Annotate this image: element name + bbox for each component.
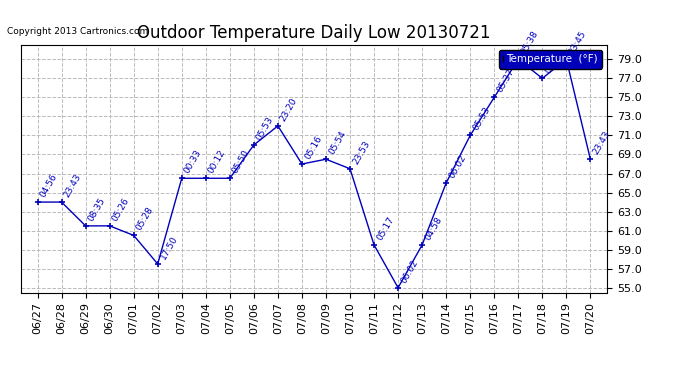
Text: 05:38: 05:38 [519,29,540,56]
Text: 05:50: 05:50 [230,148,251,175]
Text: 05:53: 05:53 [471,105,492,132]
Text: 23:43: 23:43 [62,172,83,199]
Text: 23:20: 23:20 [279,96,299,123]
Text: 05:53: 05:53 [255,115,275,142]
Text: 23:53: 23:53 [351,139,371,166]
Text: 05:54: 05:54 [327,129,348,156]
Text: 06:02: 06:02 [399,258,420,285]
Text: 05:16: 05:16 [303,134,324,161]
Legend: Temperature  (°F): Temperature (°F) [499,50,602,69]
Text: 05:28: 05:28 [135,206,155,232]
Text: 04:22: 04:22 [543,49,564,75]
Text: 05:17: 05:17 [375,215,395,242]
Text: 04:58: 04:58 [423,215,444,242]
Text: 06:02: 06:02 [447,153,468,180]
Text: 23:45: 23:45 [567,29,588,56]
Text: 00:12: 00:12 [207,148,227,175]
Text: 04:56: 04:56 [39,172,59,199]
Text: 05:37: 05:37 [495,67,516,94]
Text: Copyright 2013 Cartronics.com: Copyright 2013 Cartronics.com [7,27,148,36]
Title: Outdoor Temperature Daily Low 20130721: Outdoor Temperature Daily Low 20130721 [137,24,491,42]
Text: 05:26: 05:26 [110,196,131,223]
Text: 00:33: 00:33 [183,148,204,175]
Text: 23:43: 23:43 [591,129,612,156]
Text: 08:35: 08:35 [86,196,107,223]
Text: 17:50: 17:50 [159,234,179,261]
